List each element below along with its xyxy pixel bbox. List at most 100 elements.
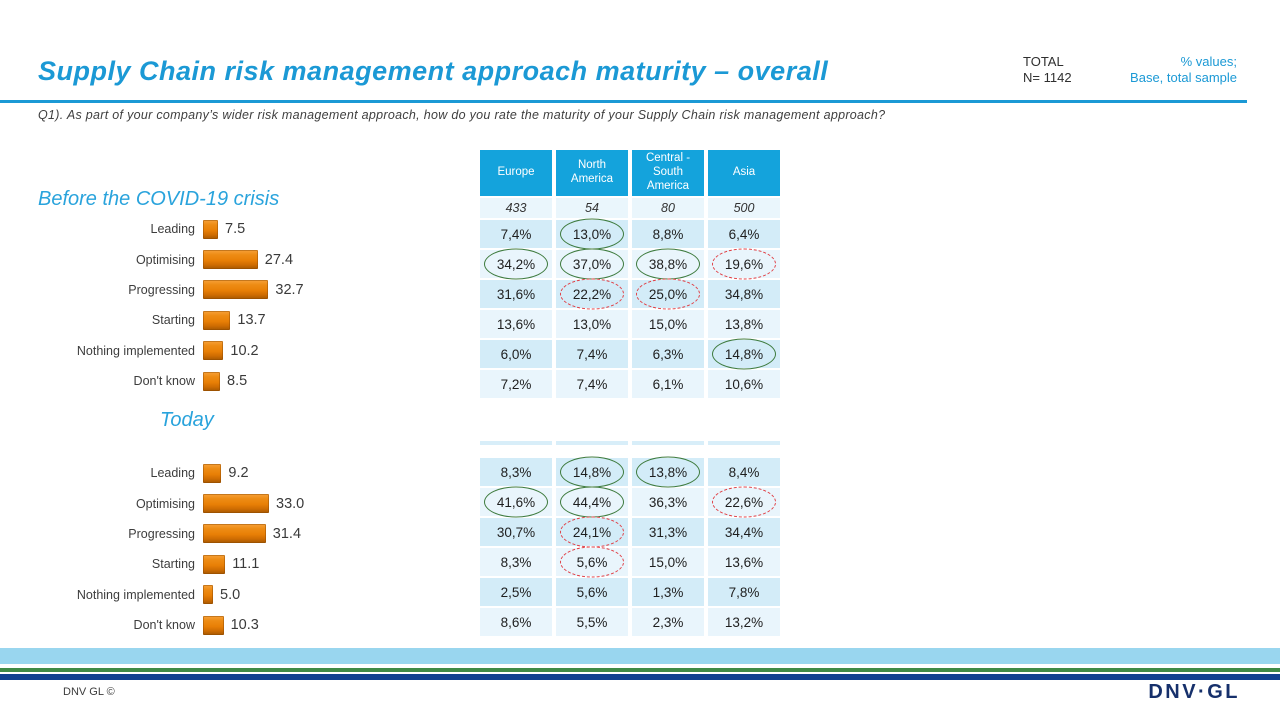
bar-value: 5.0 <box>220 586 241 603</box>
bar <box>203 219 218 239</box>
spacer-cell <box>708 441 780 445</box>
table-cell: 6,0% <box>480 340 552 368</box>
bar-value: 8.5 <box>227 373 248 390</box>
table-cell: 25,0% <box>632 278 704 310</box>
table-cell: 7,8% <box>708 578 780 606</box>
table-cell: 41,6% <box>480 486 552 518</box>
cell-value: 2,3% <box>652 614 684 630</box>
bar <box>203 341 224 361</box>
cell-value: 7,4% <box>576 346 608 362</box>
cell-value: 13,6% <box>496 316 536 332</box>
cell-value: 13,8% <box>648 464 688 480</box>
table-row: 13,6% 13,0% 15,0% 13,8% <box>480 310 780 338</box>
cell-value: 2,5% <box>500 584 532 600</box>
note-line-2: Base, total sample <box>1130 70 1237 85</box>
bar <box>203 250 258 270</box>
chart-row: Don't know 10.3 <box>0 610 475 640</box>
cell-value: 7,8% <box>728 584 760 600</box>
table-cell: 37,0% <box>556 248 628 280</box>
cell-value: 10,6% <box>724 376 764 392</box>
table-cell: 22,6% <box>708 486 780 518</box>
bar-value: 11.1 <box>232 556 260 573</box>
cell-value: 13,0% <box>572 226 612 242</box>
table-cell: 31,3% <box>632 518 704 546</box>
cell-value: 8,6% <box>500 614 532 630</box>
cell-value: 6,3% <box>652 346 684 362</box>
chart-row: Don't know 8.5 <box>0 366 475 396</box>
table-row: 30,7% 24,1% 31,3% 34,4% <box>480 516 780 548</box>
cell-value: 13,0% <box>572 316 612 332</box>
cell-value: 14,8% <box>572 464 612 480</box>
table-cell: 13,8% <box>708 310 780 338</box>
table-row: 6,0% 7,4% 6,3% 14,8% <box>480 338 780 370</box>
cell-value: 7,4% <box>576 376 608 392</box>
bar-value: 27.4 <box>264 251 294 268</box>
bar-value: 13.7 <box>237 312 266 329</box>
bar-category-label: Starting <box>151 557 195 572</box>
spacer-cell <box>556 441 628 445</box>
bar-value: 10.2 <box>230 342 259 359</box>
table-cell: 13,6% <box>480 310 552 338</box>
column-header: Europe <box>480 150 552 196</box>
cell-value: 44,4% <box>572 494 612 510</box>
table-row: 7,4% 13,0% 8,8% 6,4% <box>480 218 780 250</box>
chart-row: Nothing implemented 10.2 <box>0 336 475 366</box>
table-cell: 7,2% <box>480 370 552 398</box>
cell-value: 7,2% <box>500 376 532 392</box>
values-note-block: % values; Base, total sample <box>1130 54 1237 86</box>
cell-value: 14,8% <box>724 346 764 362</box>
cell-value: 13,8% <box>724 316 764 332</box>
copyright-text: DNV GL © <box>63 686 115 698</box>
cell-value: 5,5% <box>576 614 608 630</box>
table-row: 41,6% 44,4% 36,3% 22,6% <box>480 486 780 518</box>
chart-row: Progressing 32.7 <box>0 275 475 305</box>
table-cell: 2,3% <box>632 608 704 636</box>
table-cell: 34,4% <box>708 518 780 546</box>
bar-category-label: Nothing implemented <box>76 343 195 358</box>
table-cell: 14,8% <box>556 456 628 488</box>
section-heading-before: Before the COVID-19 crisis <box>38 188 280 210</box>
chart-row: Optimising 27.4 <box>0 244 475 274</box>
bar <box>203 524 266 544</box>
table-row: 34,2% 37,0% 38,8% 19,6% <box>480 248 780 280</box>
bar-chart-today: Leading 9.2 Optimising 33.0 Progressing 31.4 S… <box>0 458 475 640</box>
table-cell: 44,4% <box>556 486 628 518</box>
cell-value: 34,2% <box>496 256 536 272</box>
cell-value: 34,8% <box>724 286 764 302</box>
bar <box>203 494 269 514</box>
table-cell: 6,3% <box>632 340 704 368</box>
cell-value: 13,6% <box>724 554 764 570</box>
table-cell: 8,6% <box>480 608 552 636</box>
cell-value: 31,3% <box>648 524 688 540</box>
bar-category-label: Don't know <box>133 374 195 389</box>
table-cell: 10,6% <box>708 370 780 398</box>
footer-stripe-lightblue <box>0 648 1280 664</box>
cell-value: 36,3% <box>648 494 688 510</box>
table-cell: 13,2% <box>708 608 780 636</box>
question-text: Q1). As part of your company’s wider ris… <box>38 108 886 122</box>
table-cell: 8,8% <box>632 220 704 248</box>
region-table-today: 8,3% 14,8% 13,8% 8,4% 41,6% 44,4% 36,3% 22,6% 30… <box>480 441 780 638</box>
chart-row: Progressing 31.4 <box>0 519 475 549</box>
chart-row: Starting 13.7 <box>0 305 475 335</box>
table-cell: 22,2% <box>556 278 628 310</box>
note-line-1: % values; <box>1180 54 1237 69</box>
column-header: North America <box>556 150 628 196</box>
bar-category-label: Nothing implemented <box>76 587 195 602</box>
cell-value: 13,2% <box>724 614 764 630</box>
section-heading-today: Today <box>160 409 214 431</box>
bar-value: 33.0 <box>276 495 305 512</box>
column-header: Central - South America <box>632 150 704 196</box>
spacer-cell <box>480 441 552 445</box>
table-cell: 34,8% <box>708 280 780 308</box>
bar-category-label: Progressing <box>128 526 195 541</box>
dnvgl-logo: DNV·GL <box>1148 681 1240 703</box>
bar-category-label: Leading <box>150 466 196 481</box>
base-row: 433 54 80 500 <box>480 198 780 218</box>
cell-value: 8,3% <box>500 554 532 570</box>
table-cell: 5,6% <box>556 546 628 578</box>
cell-value: 38,8% <box>648 256 688 272</box>
cell-value: 31,6% <box>496 286 536 302</box>
total-sample-block: TOTAL N= 1142 <box>1023 54 1072 86</box>
